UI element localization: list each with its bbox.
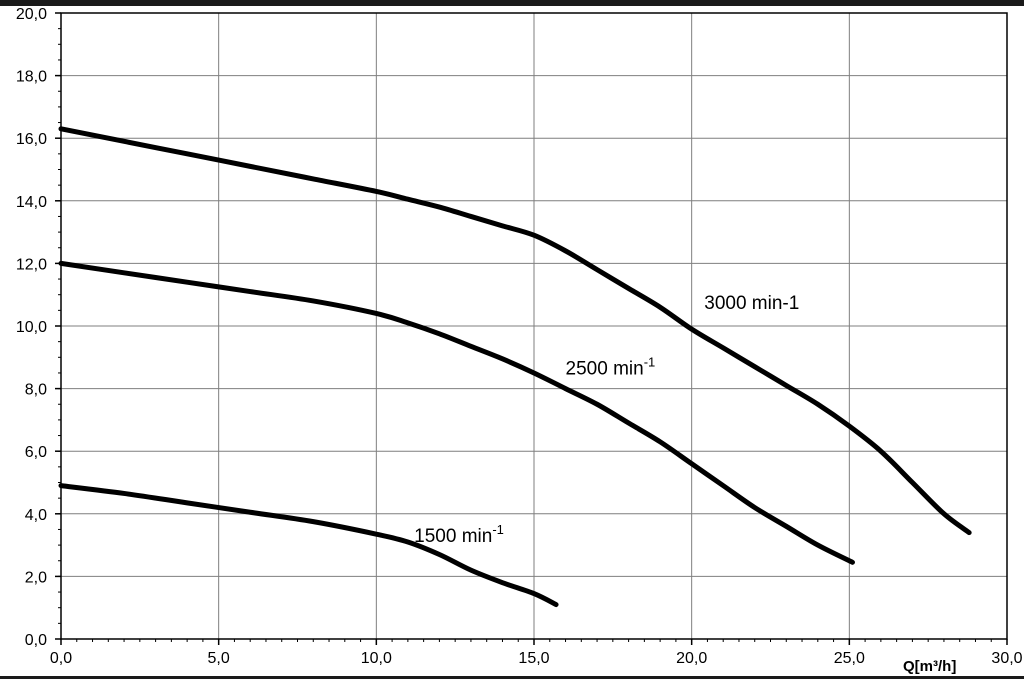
y-tick-label: 20,0 bbox=[16, 6, 47, 23]
x-tick-label: 20,0 bbox=[676, 650, 707, 667]
grid bbox=[61, 13, 1007, 639]
y-tick-label: 0,0 bbox=[25, 632, 47, 649]
bottom-border bbox=[0, 676, 1024, 679]
series-label-2: 1500 min-1 bbox=[414, 522, 504, 547]
series-line-1 bbox=[58, 260, 855, 565]
y-tick-label: 4,0 bbox=[25, 507, 47, 524]
y-tick-label: 16,0 bbox=[16, 131, 47, 148]
plot-frame bbox=[60, 12, 1008, 640]
series-line-2 bbox=[58, 483, 559, 608]
x-tick-label: 30,0 bbox=[991, 650, 1022, 667]
y-tick-label: 10,0 bbox=[16, 319, 47, 336]
x-tick-label: 25,0 bbox=[834, 650, 865, 667]
x-tick-label: 0,0 bbox=[50, 650, 72, 667]
y-tick-label: 2,0 bbox=[25, 569, 47, 586]
series-label-1: 2500 min-1 bbox=[566, 355, 656, 380]
series-line-0 bbox=[58, 126, 972, 536]
series bbox=[58, 126, 972, 608]
x-tick-label: 15,0 bbox=[518, 650, 549, 667]
top-border bbox=[0, 0, 1024, 6]
y-tick-label: 8,0 bbox=[25, 382, 47, 399]
series-label-0: 3000 min-1 bbox=[704, 293, 799, 314]
y-tick-label: 12,0 bbox=[16, 256, 47, 273]
labels: 3000 min-1 2500 min-1 1500 min-1 bbox=[414, 293, 799, 547]
y-tick-label: 14,0 bbox=[16, 194, 47, 211]
x-tick-label: 5,0 bbox=[208, 650, 230, 667]
y-tick-label: 18,0 bbox=[16, 69, 47, 86]
x-tick-label: 10,0 bbox=[361, 650, 392, 667]
y-tick-label: 6,0 bbox=[25, 444, 47, 461]
x-axis-label: Q[m³/h] bbox=[903, 658, 956, 675]
